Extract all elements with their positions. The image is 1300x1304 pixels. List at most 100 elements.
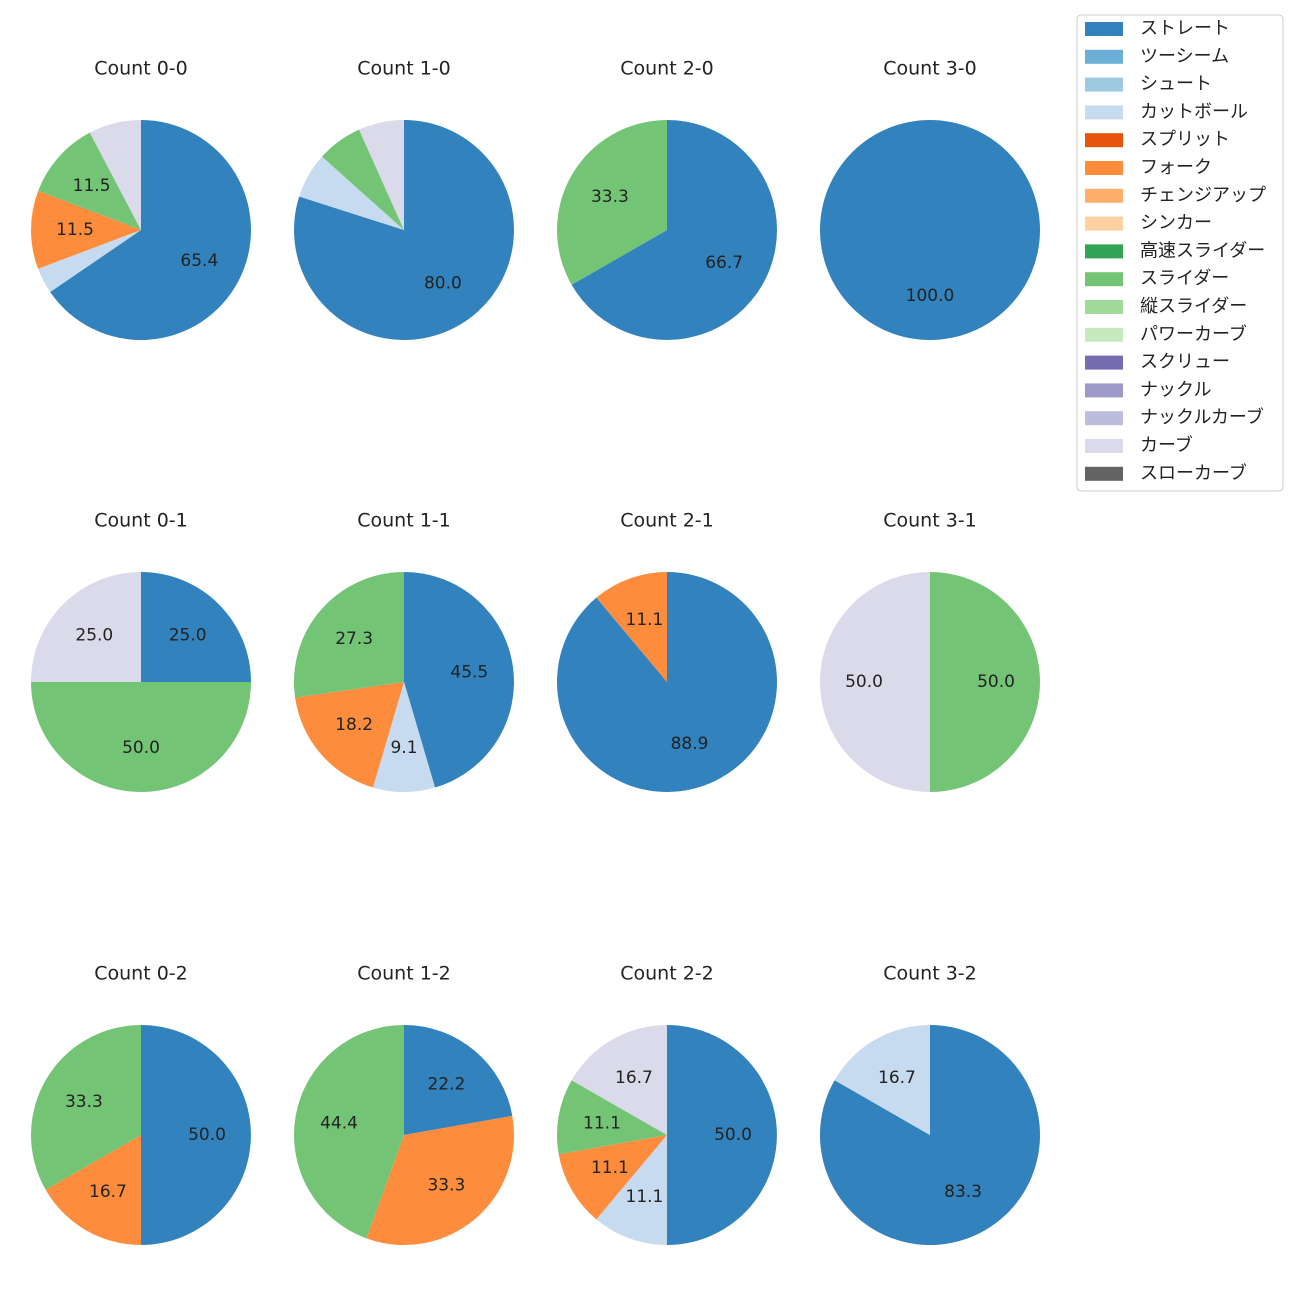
pie-slice	[366, 1115, 515, 1245]
pie-slice	[359, 120, 404, 230]
chart-title: Count 1-0	[357, 58, 451, 80]
value-label: 33.3	[65, 1092, 103, 1112]
value-label: 11.1	[626, 1187, 664, 1207]
value-label: 27.3	[335, 629, 373, 649]
pie-slice	[556, 120, 667, 285]
value-label: 50.0	[714, 1125, 752, 1145]
pie-slice	[141, 1025, 251, 1245]
legend-label: シュート	[1140, 74, 1212, 95]
chart-title: Count 3-1	[883, 510, 977, 532]
pie-slice	[834, 1025, 930, 1135]
pie-slice	[571, 1025, 667, 1135]
value-label: 44.4	[320, 1114, 358, 1134]
pie-slice	[294, 1025, 404, 1239]
value-label: 22.2	[427, 1074, 465, 1094]
legend-label: 高速スライダー	[1140, 240, 1265, 261]
legend-swatch	[1085, 161, 1123, 175]
legend-label: スプリット	[1140, 129, 1230, 150]
legend-swatch	[1085, 216, 1123, 231]
value-label: 11.5	[56, 220, 94, 240]
pie-slice	[819, 1025, 1040, 1246]
value-label: 50.0	[188, 1125, 226, 1145]
pie-slice	[373, 682, 435, 792]
pie-slice	[31, 572, 141, 682]
value-label: 66.7	[705, 253, 743, 273]
value-label: 33.3	[591, 187, 629, 207]
legend-swatch	[1085, 272, 1123, 287]
legend-swatch	[1085, 244, 1123, 259]
chart-title: Count 0-1	[94, 510, 188, 532]
chart-title: Count 2-2	[620, 963, 714, 985]
pie-slice	[571, 120, 777, 340]
value-label: 25.0	[75, 625, 113, 645]
value-label: 83.3	[944, 1182, 982, 1202]
pie-slice	[930, 572, 1040, 792]
legend-box	[1076, 14, 1284, 492]
legend-label: フォーク	[1140, 157, 1212, 178]
legend-swatch	[1085, 439, 1123, 453]
legend-swatch	[1085, 327, 1123, 342]
legend-label: パワーカーブ	[1140, 323, 1247, 345]
chart-title: Count 2-1	[620, 510, 714, 532]
pie-slice	[667, 1025, 777, 1245]
pie-slice	[820, 120, 1040, 340]
legend-label: ストレート	[1140, 18, 1230, 39]
value-label: 50.0	[845, 672, 883, 692]
pie-slice	[404, 1025, 513, 1135]
pie-slice	[38, 230, 142, 293]
legend-swatch	[1085, 383, 1123, 398]
pie-slice	[141, 572, 251, 682]
value-label: 16.7	[89, 1182, 127, 1202]
pie-slice	[30, 1025, 141, 1190]
legend-swatch	[1085, 49, 1123, 64]
pie-slice	[45, 1135, 141, 1245]
pie-slice	[820, 572, 930, 792]
legend-swatch	[1085, 188, 1123, 203]
legend-swatch	[1085, 466, 1123, 481]
value-label: 16.7	[615, 1068, 653, 1088]
pie-slice	[322, 129, 404, 230]
pie-slice	[596, 572, 667, 682]
legend-label: 縦スライダー	[1140, 296, 1247, 317]
legend-label: ナックルカーブ	[1140, 406, 1264, 428]
value-label: 11.1	[626, 610, 664, 630]
value-label: 11.1	[591, 1158, 629, 1178]
legend-label: カーブ	[1140, 434, 1193, 456]
legend-label: シンカー	[1140, 213, 1212, 234]
value-label: 45.5	[450, 663, 488, 683]
chart-title: Count 0-0	[94, 58, 188, 80]
legend-label: カットボール	[1140, 101, 1248, 122]
chart-title: Count 3-0	[883, 58, 977, 80]
chart-title: Count 1-1	[357, 510, 451, 532]
legend-swatch	[1085, 22, 1123, 36]
value-label: 50.0	[122, 738, 160, 758]
chart-title: Count 1-2	[357, 963, 451, 985]
legend-label: スライダー	[1140, 268, 1229, 289]
pie-slice	[30, 190, 141, 269]
pie-slice	[89, 120, 141, 230]
pie-slice	[295, 682, 404, 788]
legend-swatch	[1085, 105, 1123, 120]
legend-swatch	[1085, 355, 1123, 370]
pie-slice	[596, 1135, 667, 1245]
value-label: 9.1	[390, 738, 417, 758]
pie-slice	[294, 572, 404, 698]
pie-slice	[404, 572, 514, 788]
legend-swatch	[1085, 133, 1123, 148]
legend-label: ツーシーム	[1140, 46, 1229, 67]
legend-swatch	[1085, 411, 1123, 426]
value-label: 65.4	[180, 251, 218, 271]
legend-swatch	[1085, 300, 1123, 314]
legend-label: ナックル	[1140, 379, 1211, 400]
pie-slice	[558, 1135, 667, 1220]
legend-label: スローカーブ	[1140, 462, 1247, 484]
chart-title: Count 2-0	[620, 58, 714, 80]
legend-swatch	[1085, 77, 1123, 92]
pie-slice	[31, 682, 251, 792]
value-label: 11.1	[583, 1114, 621, 1134]
legend-label: スクリュー	[1140, 352, 1230, 373]
value-label: 18.2	[335, 715, 373, 735]
pie-slice	[299, 156, 404, 230]
value-label: 11.5	[73, 176, 111, 196]
